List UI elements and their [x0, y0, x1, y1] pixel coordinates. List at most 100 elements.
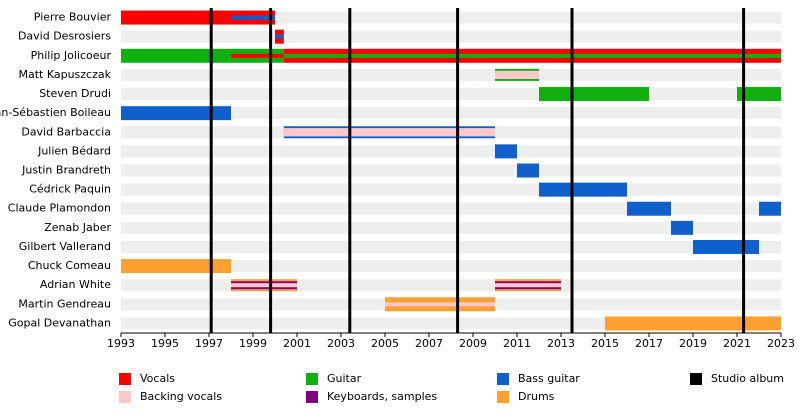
span — [385, 297, 495, 312]
row-band — [121, 68, 781, 81]
span-stripe — [385, 302, 495, 307]
row-band — [121, 183, 781, 196]
legend-label: Bass guitar — [518, 372, 580, 385]
x-tick-label: 2011 — [503, 337, 531, 350]
x-tick-label: 2001 — [283, 337, 311, 350]
span — [759, 201, 781, 216]
x-tick-label: 2017 — [635, 337, 663, 350]
member-name: Pierre Bouvier — [34, 11, 112, 24]
span-stripe — [495, 70, 539, 79]
x-tick-label: 2007 — [415, 337, 443, 350]
member-name: Chuck Comeau — [28, 259, 111, 272]
x-tick-label: 2013 — [547, 337, 575, 350]
member-name: Adrian White — [40, 278, 111, 291]
span-stripe — [495, 283, 561, 288]
span — [231, 48, 284, 63]
row-band — [121, 88, 781, 101]
member-name: Julien Bédard — [37, 144, 111, 157]
span-stripe — [759, 201, 781, 216]
legend-label: Keyboards, samples — [327, 390, 437, 403]
legend-swatch — [690, 373, 702, 385]
legend-swatch — [119, 391, 131, 403]
row-band — [121, 30, 781, 43]
x-tick-label: 1997 — [195, 337, 223, 350]
span — [283, 48, 781, 63]
row-band — [121, 279, 781, 292]
row-band — [121, 145, 781, 158]
row-band — [121, 11, 781, 24]
span — [539, 182, 627, 197]
legend-label: Vocals — [140, 372, 175, 385]
member-name: Philip Jolicoeur — [31, 49, 112, 62]
span — [627, 201, 671, 216]
span — [517, 163, 539, 178]
span-stripe — [517, 163, 539, 178]
member-name: Steven Drudi — [39, 87, 111, 100]
x-tick-label: 1999 — [239, 337, 267, 350]
legend-swatch — [306, 391, 318, 403]
span-stripe — [231, 53, 284, 58]
span — [495, 68, 539, 81]
span-stripe — [231, 283, 297, 288]
span-stripe — [605, 316, 781, 331]
span — [671, 220, 693, 235]
span-stripe — [737, 87, 781, 102]
span-stripe — [231, 15, 275, 20]
span — [121, 259, 231, 274]
span-stripe — [121, 10, 231, 25]
span-stripe — [627, 201, 671, 216]
member-name: Zenab Jaber — [44, 221, 111, 234]
span-stripe — [275, 34, 284, 39]
member-name: Martin Gendreau — [18, 297, 111, 310]
span — [231, 10, 275, 25]
span-stripe — [283, 53, 781, 58]
x-tick-label: 2021 — [723, 337, 751, 350]
x-tick-label: 2003 — [327, 337, 355, 350]
span — [283, 126, 495, 139]
member-name: Gopal Devanathan — [8, 316, 111, 329]
legend-swatch — [119, 373, 131, 385]
span — [275, 29, 284, 44]
row-band — [121, 164, 781, 177]
span — [231, 279, 297, 292]
span — [495, 279, 561, 292]
span — [693, 239, 759, 254]
span-stripe — [283, 128, 495, 137]
legend-swatch — [306, 373, 318, 385]
span — [539, 87, 649, 102]
span — [121, 10, 231, 25]
legend-label: Backing vocals — [140, 390, 222, 403]
x-tick-label: 2005 — [371, 337, 399, 350]
row-band — [121, 202, 781, 215]
x-tick-label: 2019 — [679, 337, 707, 350]
span-stripe — [539, 87, 649, 102]
span-stripe — [693, 239, 759, 254]
span-stripe — [495, 144, 517, 159]
legend-swatch — [497, 391, 509, 403]
member-name: David Barbaccia — [21, 125, 111, 138]
member-name: Matt Kapuszczak — [18, 68, 111, 81]
span-stripe — [121, 106, 231, 121]
member-name: Justin Brandreth — [21, 164, 111, 177]
x-tick-label: 2009 — [459, 337, 487, 350]
row-band — [121, 221, 781, 234]
span-stripe — [121, 259, 231, 274]
member-name: David Desrosiers — [18, 30, 111, 43]
legend-label: Guitar — [327, 372, 362, 385]
span-stripe — [671, 220, 693, 235]
span-stripe — [539, 182, 627, 197]
x-tick-label: 1993 — [107, 337, 135, 350]
member-name: Gilbert Vallerand — [19, 240, 111, 253]
row-band — [121, 107, 781, 120]
x-tick-label: 1995 — [151, 337, 179, 350]
span — [495, 144, 517, 159]
span — [737, 87, 781, 102]
member-name: Jean-Sébastien Boileau — [0, 106, 111, 119]
member-name: Cédrick Paquin — [29, 183, 111, 196]
legend-swatch — [497, 373, 509, 385]
span — [605, 316, 781, 331]
span-stripe — [121, 48, 231, 63]
span — [121, 48, 231, 63]
member-name: Claude Plamondon — [8, 202, 111, 215]
